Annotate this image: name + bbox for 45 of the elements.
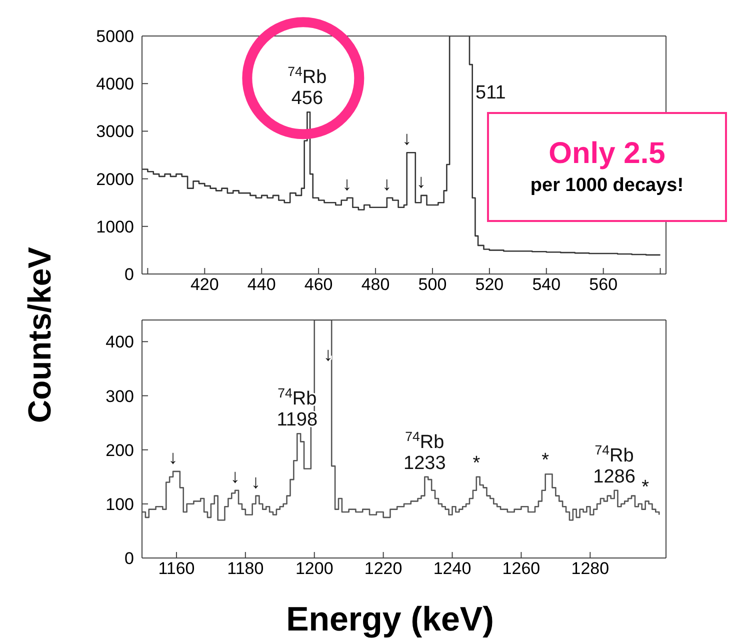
x-tick-label: 560 [589, 275, 618, 294]
y-tick-label: 4000 [96, 74, 134, 94]
y-tick-label: 2000 [96, 170, 134, 189]
annotation: * [542, 450, 550, 472]
y-axis-title: Counts/keV [22, 246, 58, 424]
y-tick-label: 300 [106, 386, 134, 406]
annotation: $^{74}$Rb 1286 [593, 442, 636, 488]
annotation: per 1000 decays! [530, 175, 684, 197]
x-tick-label: 1240 [433, 559, 472, 578]
annotation: ↓ [402, 128, 412, 150]
y-tick-label: 400 [106, 332, 134, 352]
y-tick-label: 1000 [96, 217, 134, 236]
x-tick-label: 1180 [227, 559, 264, 578]
annotation: $^{74}$Rb 456 [288, 64, 327, 110]
y-tick-label: 200 [106, 440, 134, 460]
x-tick-label: 520 [475, 275, 504, 294]
y-tick-label: 5000 [96, 27, 134, 46]
annotation: ↓ [416, 171, 426, 192]
annotation: * [642, 477, 650, 498]
x-tick-label: 420 [190, 275, 219, 294]
y-tick-label: 0 [124, 265, 134, 284]
annotation: 511 [476, 82, 506, 104]
x-tick-label: 1200 [295, 559, 334, 578]
y-tick-label: 0 [124, 549, 134, 568]
x-tick-label: 1220 [364, 559, 402, 578]
x-tick-label: 500 [418, 275, 447, 294]
y-tick-label: 3000 [96, 122, 134, 142]
annotation: ↓ [382, 174, 392, 195]
annotation: ↓ [230, 466, 240, 488]
annotation: * [472, 452, 481, 474]
annotation: ↓ [323, 344, 333, 366]
x-tick-label: 460 [304, 275, 333, 294]
x-tick-label: 540 [532, 275, 561, 294]
x-tick-label: 480 [361, 275, 390, 294]
y-tick-label: 100 [106, 494, 134, 514]
annotation: ↓ [251, 472, 261, 493]
annotation: Only 2.5 [548, 137, 666, 171]
annotation: $^{74}$Rb 1233 [404, 428, 446, 474]
x-tick-label: 1260 [502, 559, 540, 578]
annotation: ↓ [342, 174, 352, 195]
x-tick-label: 1160 [158, 559, 195, 578]
annotation: ↓ [168, 447, 178, 468]
x-axis-title: Energy (keV) [286, 600, 494, 640]
x-tick-label: 1280 [571, 559, 610, 578]
x-tick-label: 440 [247, 275, 276, 294]
